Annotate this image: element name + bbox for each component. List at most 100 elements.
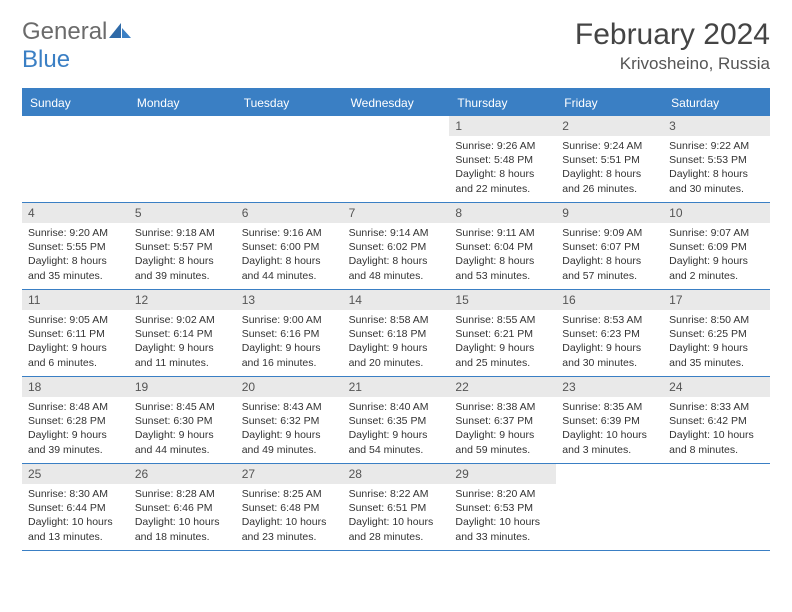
day-header-thursday: Thursday: [449, 90, 556, 116]
calendar-cell: 29Sunrise: 8:20 AMSunset: 6:53 PMDayligh…: [449, 464, 556, 550]
calendar-cell: 20Sunrise: 8:43 AMSunset: 6:32 PMDayligh…: [236, 377, 343, 463]
calendar-cell: [129, 116, 236, 202]
cell-body: Sunrise: 9:20 AMSunset: 5:55 PMDaylight:…: [22, 223, 129, 286]
header: General Blue February 2024 Krivosheino, …: [22, 18, 770, 74]
day-number: 17: [663, 290, 770, 310]
day-number: 6: [236, 203, 343, 223]
calendar-cell: 9Sunrise: 9:09 AMSunset: 6:07 PMDaylight…: [556, 203, 663, 289]
cell-body: Sunrise: 9:05 AMSunset: 6:11 PMDaylight:…: [22, 310, 129, 373]
calendar-cell: 12Sunrise: 9:02 AMSunset: 6:14 PMDayligh…: [129, 290, 236, 376]
day-number: 2: [556, 116, 663, 136]
calendar-cell: [22, 116, 129, 202]
cell-body: Sunrise: 8:40 AMSunset: 6:35 PMDaylight:…: [343, 397, 450, 460]
day-header-sunday: Sunday: [22, 90, 129, 116]
cell-body: Sunrise: 8:30 AMSunset: 6:44 PMDaylight:…: [22, 484, 129, 547]
logo-text-general: General: [22, 18, 107, 45]
day-number: 3: [663, 116, 770, 136]
cell-body: Sunrise: 8:55 AMSunset: 6:21 PMDaylight:…: [449, 310, 556, 373]
cell-body: Sunrise: 9:00 AMSunset: 6:16 PMDaylight:…: [236, 310, 343, 373]
cell-body: Sunrise: 9:16 AMSunset: 6:00 PMDaylight:…: [236, 223, 343, 286]
day-header-saturday: Saturday: [663, 90, 770, 116]
calendar-cell: 19Sunrise: 8:45 AMSunset: 6:30 PMDayligh…: [129, 377, 236, 463]
title-block: February 2024 Krivosheino, Russia: [575, 18, 770, 74]
day-number: 10: [663, 203, 770, 223]
day-number: 8: [449, 203, 556, 223]
calendar-cell: 14Sunrise: 8:58 AMSunset: 6:18 PMDayligh…: [343, 290, 450, 376]
calendar-cell: 25Sunrise: 8:30 AMSunset: 6:44 PMDayligh…: [22, 464, 129, 550]
cell-body: Sunrise: 8:50 AMSunset: 6:25 PMDaylight:…: [663, 310, 770, 373]
week-row: 11Sunrise: 9:05 AMSunset: 6:11 PMDayligh…: [22, 290, 770, 377]
logo-text-blue: Blue: [22, 46, 70, 73]
cell-body: Sunrise: 8:58 AMSunset: 6:18 PMDaylight:…: [343, 310, 450, 373]
cell-body: Sunrise: 8:35 AMSunset: 6:39 PMDaylight:…: [556, 397, 663, 460]
day-number: 21: [343, 377, 450, 397]
cell-body: Sunrise: 8:22 AMSunset: 6:51 PMDaylight:…: [343, 484, 450, 547]
cell-body: [22, 122, 129, 128]
cell-body: Sunrise: 9:09 AMSunset: 6:07 PMDaylight:…: [556, 223, 663, 286]
day-header-monday: Monday: [129, 90, 236, 116]
day-number: 18: [22, 377, 129, 397]
day-number: 16: [556, 290, 663, 310]
day-number: 28: [343, 464, 450, 484]
day-number: 13: [236, 290, 343, 310]
calendar-cell: 22Sunrise: 8:38 AMSunset: 6:37 PMDayligh…: [449, 377, 556, 463]
day-header-tuesday: Tuesday: [236, 90, 343, 116]
calendar-cell: 23Sunrise: 8:35 AMSunset: 6:39 PMDayligh…: [556, 377, 663, 463]
cell-body: Sunrise: 9:26 AMSunset: 5:48 PMDaylight:…: [449, 136, 556, 199]
calendar-cell: 16Sunrise: 8:53 AMSunset: 6:23 PMDayligh…: [556, 290, 663, 376]
calendar-cell: 11Sunrise: 9:05 AMSunset: 6:11 PMDayligh…: [22, 290, 129, 376]
calendar-cell: 8Sunrise: 9:11 AMSunset: 6:04 PMDaylight…: [449, 203, 556, 289]
sail-icon: [107, 21, 133, 39]
cell-body: Sunrise: 9:24 AMSunset: 5:51 PMDaylight:…: [556, 136, 663, 199]
cell-body: Sunrise: 8:53 AMSunset: 6:23 PMDaylight:…: [556, 310, 663, 373]
calendar-cell: 15Sunrise: 8:55 AMSunset: 6:21 PMDayligh…: [449, 290, 556, 376]
day-number: 1: [449, 116, 556, 136]
calendar-cell: 21Sunrise: 8:40 AMSunset: 6:35 PMDayligh…: [343, 377, 450, 463]
cell-body: Sunrise: 8:38 AMSunset: 6:37 PMDaylight:…: [449, 397, 556, 460]
day-number: 25: [22, 464, 129, 484]
calendar-cell: [343, 116, 450, 202]
calendar-cell: 1Sunrise: 9:26 AMSunset: 5:48 PMDaylight…: [449, 116, 556, 202]
calendar-cell: 2Sunrise: 9:24 AMSunset: 5:51 PMDaylight…: [556, 116, 663, 202]
logo: General Blue: [22, 18, 133, 74]
day-number: 11: [22, 290, 129, 310]
cell-body: Sunrise: 9:22 AMSunset: 5:53 PMDaylight:…: [663, 136, 770, 199]
day-number: 26: [129, 464, 236, 484]
calendar-cell: 3Sunrise: 9:22 AMSunset: 5:53 PMDaylight…: [663, 116, 770, 202]
week-row: 4Sunrise: 9:20 AMSunset: 5:55 PMDaylight…: [22, 203, 770, 290]
day-number: 12: [129, 290, 236, 310]
day-number: 14: [343, 290, 450, 310]
cell-body: Sunrise: 8:28 AMSunset: 6:46 PMDaylight:…: [129, 484, 236, 547]
calendar-cell: 10Sunrise: 9:07 AMSunset: 6:09 PMDayligh…: [663, 203, 770, 289]
day-number: 23: [556, 377, 663, 397]
cell-body: Sunrise: 9:07 AMSunset: 6:09 PMDaylight:…: [663, 223, 770, 286]
day-number: 9: [556, 203, 663, 223]
cell-body: [663, 470, 770, 476]
location: Krivosheino, Russia: [575, 54, 770, 74]
calendar-cell: 6Sunrise: 9:16 AMSunset: 6:00 PMDaylight…: [236, 203, 343, 289]
cell-body: Sunrise: 8:45 AMSunset: 6:30 PMDaylight:…: [129, 397, 236, 460]
day-number: 19: [129, 377, 236, 397]
calendar: Sunday Monday Tuesday Wednesday Thursday…: [22, 88, 770, 551]
cell-body: Sunrise: 9:14 AMSunset: 6:02 PMDaylight:…: [343, 223, 450, 286]
calendar-cell: 4Sunrise: 9:20 AMSunset: 5:55 PMDaylight…: [22, 203, 129, 289]
calendar-cell: [663, 464, 770, 550]
cell-body: Sunrise: 8:20 AMSunset: 6:53 PMDaylight:…: [449, 484, 556, 547]
cell-body: Sunrise: 8:33 AMSunset: 6:42 PMDaylight:…: [663, 397, 770, 460]
calendar-cell: 5Sunrise: 9:18 AMSunset: 5:57 PMDaylight…: [129, 203, 236, 289]
calendar-cell: 24Sunrise: 8:33 AMSunset: 6:42 PMDayligh…: [663, 377, 770, 463]
month-title: February 2024: [575, 18, 770, 52]
day-header-friday: Friday: [556, 90, 663, 116]
cell-body: [343, 122, 450, 128]
day-number: 7: [343, 203, 450, 223]
day-number: 4: [22, 203, 129, 223]
day-number: 22: [449, 377, 556, 397]
cell-body: Sunrise: 9:18 AMSunset: 5:57 PMDaylight:…: [129, 223, 236, 286]
day-number: 27: [236, 464, 343, 484]
day-number: 20: [236, 377, 343, 397]
calendar-body: 1Sunrise: 9:26 AMSunset: 5:48 PMDaylight…: [22, 116, 770, 551]
day-header-wednesday: Wednesday: [343, 90, 450, 116]
calendar-cell: [236, 116, 343, 202]
day-number: 15: [449, 290, 556, 310]
calendar-cell: 27Sunrise: 8:25 AMSunset: 6:48 PMDayligh…: [236, 464, 343, 550]
